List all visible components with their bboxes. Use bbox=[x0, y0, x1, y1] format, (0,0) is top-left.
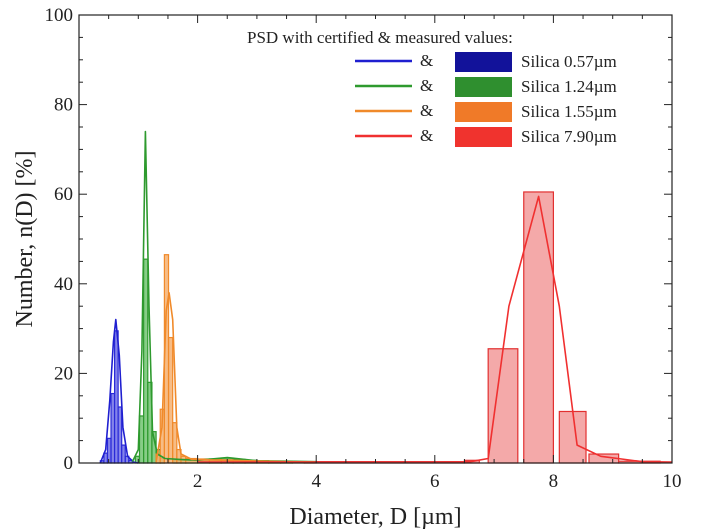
histogram-bar bbox=[138, 415, 145, 464]
x-tick-label: 10 bbox=[663, 471, 682, 492]
legend-label: Silica 7.90µm bbox=[521, 127, 617, 146]
legend-label: Silica 1.24µm bbox=[521, 77, 617, 96]
y-tick-label: 80 bbox=[54, 95, 73, 116]
legend-amp: & bbox=[420, 101, 433, 120]
histogram-bar bbox=[523, 191, 554, 464]
x-tick-label: 2 bbox=[193, 471, 203, 492]
legend-swatch bbox=[455, 127, 512, 147]
histogram-bar bbox=[172, 422, 178, 464]
histogram-bar bbox=[558, 410, 587, 464]
legend-amp: & bbox=[420, 51, 433, 70]
x-tick-label: 6 bbox=[430, 471, 440, 492]
y-tick-label: 60 bbox=[54, 184, 73, 205]
y-tick-label: 100 bbox=[45, 5, 74, 26]
x-tick-label: 4 bbox=[311, 471, 321, 492]
y-axis-title: Number, n(D) [%] bbox=[12, 151, 38, 328]
legend-swatch bbox=[455, 102, 512, 122]
y-tick-label: 20 bbox=[54, 363, 73, 384]
y-tick-label: 40 bbox=[54, 274, 73, 295]
psd-curve-3 bbox=[155, 291, 317, 463]
histogram-bar bbox=[167, 336, 174, 464]
x-axis-title: Diameter, D [µm] bbox=[289, 504, 461, 530]
legend-label: Silica 0.57µm bbox=[521, 52, 617, 71]
histogram-bar bbox=[487, 348, 519, 464]
plot-background bbox=[79, 15, 672, 463]
histogram-bar bbox=[143, 258, 149, 464]
psd-curve-1 bbox=[99, 318, 139, 464]
legend-swatch bbox=[455, 77, 512, 97]
psd-curve-4 bbox=[197, 195, 673, 463]
legend-amp: & bbox=[420, 126, 433, 145]
legend: PSD with certified & measured values: & Si… bbox=[247, 28, 617, 147]
x-tick-label: 8 bbox=[549, 471, 559, 492]
y-tick-label: 0 bbox=[64, 453, 74, 474]
legend-swatch bbox=[455, 52, 512, 72]
legend-title: PSD with certified & measured values: bbox=[247, 28, 513, 47]
legend-label: Silica 1.55µm bbox=[521, 102, 617, 121]
legend-amp: & bbox=[420, 76, 433, 95]
